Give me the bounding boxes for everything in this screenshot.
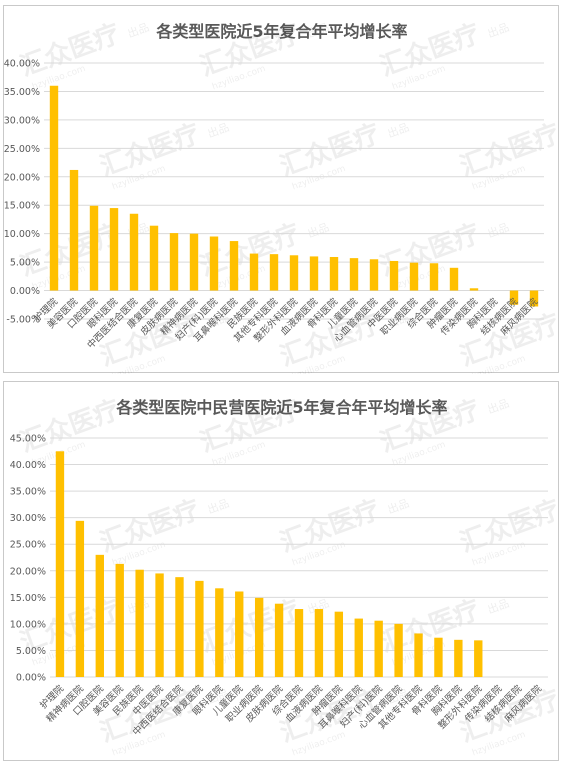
bar <box>454 639 463 677</box>
y-tick-label: 40.00% <box>10 460 46 471</box>
bar <box>215 588 224 677</box>
bar <box>294 609 304 677</box>
y-tick-label: 10.00% <box>4 229 40 240</box>
bar <box>374 620 383 677</box>
bar <box>309 256 319 291</box>
bar <box>349 258 359 291</box>
y-tick-label: 0.00% <box>16 673 46 684</box>
y-tick-label: 35.00% <box>4 87 40 98</box>
y-tick-label: 10.00% <box>10 619 46 630</box>
watermark-tag: 出品 <box>305 220 330 241</box>
bar <box>434 637 443 677</box>
y-tick-label: 25.00% <box>4 144 40 155</box>
y-tick-label: 5.00% <box>10 258 40 269</box>
watermark-tag: 出品 <box>385 120 410 141</box>
chart-private-hospitals: 各类型医院中民营医院近5年复合年平均增长率 汇众医疗hzyiliao.com出品… <box>10 394 560 759</box>
watermark-tag: 出品 <box>205 120 230 141</box>
bar <box>274 603 284 677</box>
chart-title: 各类型医院近5年复合年平均增长率 <box>155 22 407 41</box>
bar <box>195 580 204 677</box>
watermark-tag: 出品 <box>485 20 510 41</box>
y-tick-label: 20.00% <box>4 172 40 183</box>
bar <box>449 267 459 291</box>
bar <box>314 609 324 677</box>
y-tick-label: 30.00% <box>4 115 40 126</box>
bar <box>269 254 279 291</box>
y-tick-label: 25.00% <box>10 540 46 551</box>
y-tick-label: 45.00% <box>10 434 46 445</box>
bar <box>95 554 104 677</box>
y-tick-label: -5.00% <box>6 315 40 326</box>
watermark-tag: 出品 <box>485 220 510 241</box>
bar <box>354 618 363 677</box>
watermark-tag: 出品 <box>125 220 150 241</box>
bar <box>329 256 339 291</box>
bar <box>414 633 423 677</box>
bar <box>209 236 219 291</box>
bar <box>169 233 179 291</box>
y-tick-label: 30.00% <box>10 513 46 524</box>
bar <box>469 288 479 291</box>
y-tick-label: 15.00% <box>4 201 40 212</box>
watermark-tag: 出品 <box>385 496 410 517</box>
bar <box>509 290 519 305</box>
y-tick-label: 40.00% <box>4 59 40 70</box>
bar <box>289 255 299 291</box>
bar <box>229 241 239 291</box>
watermark-tag: 出品 <box>205 496 230 517</box>
bar <box>254 597 264 677</box>
bar <box>235 591 244 677</box>
bar <box>394 623 403 677</box>
bar <box>409 262 419 291</box>
bar <box>175 577 184 677</box>
bar <box>135 569 144 677</box>
bar <box>129 213 139 291</box>
y-tick-label: 0.00% <box>10 286 40 297</box>
y-tick-label: 35.00% <box>10 487 46 498</box>
chart-panel-all-hospitals: 各类型医院近5年复合年平均增长率 汇众医疗 hzyiliao.com 出品 汇众医疗 h… <box>3 5 560 374</box>
bar <box>369 259 379 291</box>
bar <box>75 520 85 677</box>
bar <box>115 563 124 677</box>
watermark-tag: 出品 <box>485 596 510 617</box>
bar <box>249 253 259 291</box>
bar <box>334 611 344 677</box>
bar <box>474 640 483 677</box>
y-tick-label: 20.00% <box>10 566 46 577</box>
bar <box>189 233 199 291</box>
bar <box>155 573 164 677</box>
y-tick-label: 5.00% <box>16 646 46 657</box>
chart-title: 各类型医院中民营医院近5年复合年平均增长率 <box>115 398 447 417</box>
bar <box>69 169 79 291</box>
bar <box>55 451 65 677</box>
watermark-tag: 出品 <box>125 20 150 41</box>
bar <box>429 263 439 291</box>
y-tick-label: 15.00% <box>10 593 46 604</box>
bar <box>89 205 99 291</box>
bar <box>49 85 59 291</box>
watermark-tag: 出品 <box>485 396 510 417</box>
bar <box>529 290 539 307</box>
bar <box>149 225 159 291</box>
chart-panel-private-hospitals: 各类型医院中民营医院近5年复合年平均增长率 汇众医疗hzyiliao.com出品… <box>3 381 560 761</box>
bar <box>109 208 119 291</box>
bar <box>389 260 399 291</box>
